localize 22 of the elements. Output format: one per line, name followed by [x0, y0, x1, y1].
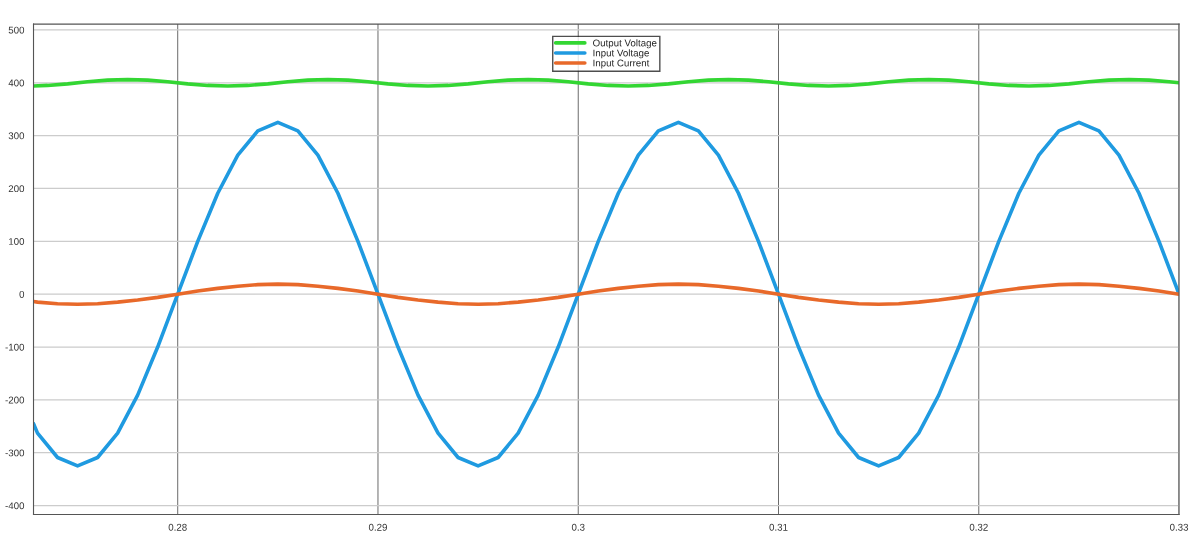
x-tick-label: 0.29: [368, 523, 387, 531]
y-tick-label: -400: [5, 502, 25, 510]
x-tick-label: 0.3: [571, 523, 585, 531]
line-series: [33, 77, 1180, 88]
line-series: [33, 120, 1180, 468]
y-tick-label: -200: [5, 396, 25, 404]
legend-label: Input Voltage: [593, 49, 649, 59]
legend-label: Input Current: [593, 59, 650, 69]
y-tick-label: 100: [9, 238, 25, 245]
line-series: [33, 282, 1180, 307]
x-tick-label: 0.28: [168, 523, 187, 531]
y-tick-label: 500: [8, 26, 25, 34]
x-tick-label: 0.33: [1169, 523, 1189, 531]
y-tick-label: -100: [5, 343, 25, 351]
y-tick-label: 400: [8, 79, 25, 87]
legend-label: Output Voltage: [593, 39, 657, 49]
y-tick-label: 200: [8, 185, 25, 193]
x-tick-label: 0.31: [769, 523, 788, 531]
x-tick-label: 0.32: [969, 523, 988, 531]
y-tick-label: 0: [19, 290, 25, 298]
y-tick-label: -300: [5, 449, 25, 457]
y-tick-label: 300: [8, 132, 25, 140]
